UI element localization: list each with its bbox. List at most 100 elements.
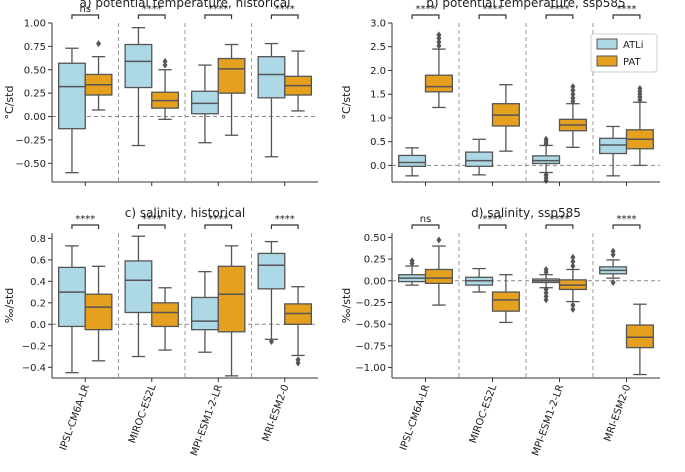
y-tick-label: 2.0	[370, 66, 386, 77]
atli-box-MRI-ESM2-0	[599, 247, 628, 286]
pat-box-IPSL-CM6A-LR	[84, 265, 113, 362]
outlier-point	[543, 296, 549, 304]
panel-b: **** **** **** **** 0.0 0.5 1.0 1.5 2.0 2.5 3.0 b) …	[340, 0, 660, 186]
outlier-point	[570, 83, 576, 91]
legend-swatch-pat	[596, 55, 618, 67]
iqr-box	[190, 296, 219, 331]
atli-box-MPI-ESM1-2-LR	[190, 64, 219, 144]
y-tick-label: 0.00	[364, 276, 386, 287]
iqr-box	[532, 155, 561, 165]
significance-label: ****	[275, 4, 295, 15]
iqr-box	[465, 151, 494, 167]
y-axis-label: ‰/std	[3, 288, 16, 324]
significance-bracket	[71, 14, 100, 19]
pat-box-MIROC-ES2L	[151, 57, 180, 120]
y-tick-label: 1.0	[370, 113, 386, 124]
iqr-box	[124, 43, 153, 89]
pat-box-MPI-ESM1-2-LR	[558, 83, 587, 149]
outlier-point	[436, 42, 442, 50]
outlier-point	[543, 265, 549, 273]
pat-box-IPSL-CM6A-LR	[424, 31, 453, 109]
y-tick-label: 0.25	[24, 89, 46, 100]
significance-label: ****	[617, 4, 637, 15]
significance-bracket	[545, 14, 574, 19]
significance-bracket	[478, 224, 507, 229]
atli-box-MIROC-ES2L	[465, 267, 494, 293]
significance-bracket	[612, 14, 641, 19]
panel-title: c) salinity, historical	[125, 206, 246, 220]
y-tick-label: −0.25	[15, 135, 46, 146]
significance-label: ****	[550, 4, 570, 15]
outlier-point	[570, 253, 576, 261]
panel-title: a) potential temperature, historical	[80, 0, 291, 10]
significance-bracket	[478, 14, 507, 19]
y-tick-label: −0.50	[355, 320, 386, 331]
significance-label: ****	[617, 214, 637, 225]
significance-bracket	[612, 224, 641, 229]
iqr-box	[424, 74, 453, 93]
y-tick-label: 0.50	[24, 65, 46, 76]
significance-label: ****	[142, 4, 162, 15]
significance-bracket	[270, 224, 299, 229]
atli-box-IPSL-CM6A-LR	[58, 245, 86, 374]
y-tick-label: −0.25	[355, 298, 386, 309]
y-tick-label: −0.75	[355, 341, 386, 352]
atli-box-IPSL-CM6A-LR	[398, 257, 427, 286]
outlier-point	[436, 38, 442, 46]
pat-box-MPI-ESM1-2-LR	[217, 43, 246, 136]
pat-box-MPI-ESM1-2-LR	[217, 245, 246, 377]
significance-bracket	[137, 224, 166, 229]
outlier-point	[570, 86, 576, 94]
y-tick-label: 0.75	[24, 42, 46, 53]
iqr-box	[217, 57, 246, 94]
outlier-point	[637, 84, 643, 92]
iqr-box	[190, 90, 219, 115]
x-tick-label: IPSL-CM6A-LR	[398, 383, 432, 452]
outlier-point	[295, 359, 301, 367]
pat-box-IPSL-CM6A-LR	[84, 40, 113, 111]
y-axis-label: °C/std	[340, 86, 353, 120]
legend-label-atli: ATLi	[623, 40, 644, 51]
y-tick-label: 0.4	[30, 277, 46, 288]
atli-box-MRI-ESM2-0	[257, 42, 286, 158]
atli-box-MPI-ESM1-2-LR	[532, 265, 561, 304]
outlier-point	[570, 258, 576, 266]
panel-c: **** **** **** **** −0.4 −0.2 0.0 0.2 0.4 0.6 0.8 c…	[3, 206, 318, 457]
y-tick-label: 0.0	[370, 161, 386, 172]
x-tick-label: IPSL-CM6A-LR	[58, 383, 92, 452]
y-tick-label: 0.8	[30, 234, 46, 245]
atli-box-IPSL-CM6A-LR	[398, 147, 427, 177]
x-tick-label: MRI-ESM2-0	[261, 383, 292, 443]
iqr-box	[151, 302, 180, 328]
iqr-box	[398, 154, 427, 167]
significance-label: ****	[208, 4, 228, 15]
legend-label-pat: PAT	[623, 57, 641, 68]
panel-a: ns **** **** **** −0.50 −0.25 0.00 0.25 0.50 0.75…	[3, 0, 318, 186]
outlier-point	[268, 337, 274, 345]
outlier-point	[409, 257, 415, 265]
significance-bracket	[270, 14, 299, 19]
significance-label: ****	[483, 214, 503, 225]
y-tick-label: 0.6	[30, 255, 46, 266]
outlier-point	[570, 262, 576, 270]
x-tick-label: MPI-ESM1-2-LR	[530, 383, 566, 457]
outlier-point	[543, 135, 549, 143]
y-tick-label: 0.2	[30, 298, 46, 309]
atli-box-MRI-ESM2-0	[599, 125, 628, 177]
y-tick-label: −0.2	[22, 341, 46, 352]
outlier-point	[436, 31, 442, 39]
pat-box-MPI-ESM1-2-LR	[558, 253, 587, 313]
pat-box-MIROC-ES2L	[151, 287, 180, 351]
significance-bracket	[545, 224, 574, 229]
significance-bracket	[204, 14, 233, 19]
significance-bracket	[137, 14, 166, 19]
atli-box-MPI-ESM1-2-LR	[532, 135, 561, 185]
y-axis-label: ‰/std	[340, 288, 353, 324]
significance-label: ****	[142, 214, 162, 225]
significance-label: ns	[420, 214, 432, 225]
significance-bracket	[71, 224, 100, 229]
significance-label: ****	[483, 4, 503, 15]
y-tick-label: −0.50	[15, 159, 46, 170]
y-tick-label: 0.25	[364, 255, 386, 266]
